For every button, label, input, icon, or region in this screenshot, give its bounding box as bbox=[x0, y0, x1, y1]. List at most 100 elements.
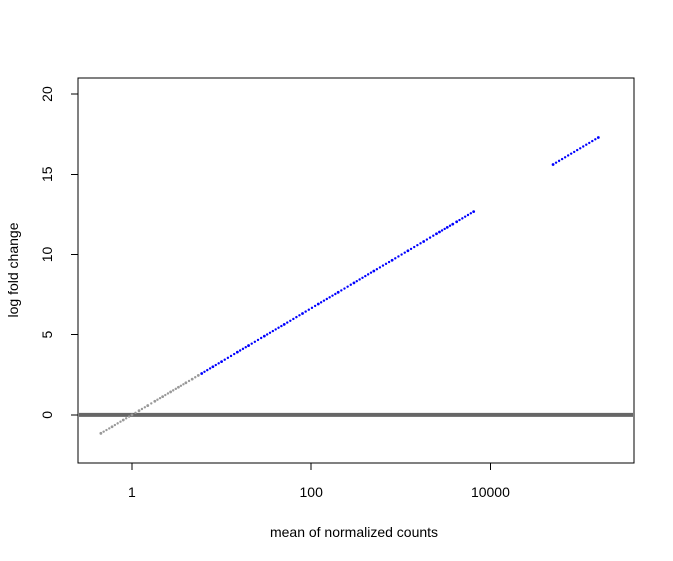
data-point bbox=[113, 423, 117, 427]
data-point bbox=[203, 370, 206, 374]
data-point bbox=[355, 279, 358, 283]
data-point bbox=[172, 389, 175, 392]
data-point bbox=[435, 232, 438, 236]
y-tick-label: 5 bbox=[39, 331, 55, 339]
data-point bbox=[463, 215, 467, 218]
data-point bbox=[190, 377, 194, 381]
data-point bbox=[179, 384, 183, 387]
data-point bbox=[369, 271, 373, 274]
data-point bbox=[340, 289, 343, 292]
data-point bbox=[572, 150, 576, 154]
data-point bbox=[461, 217, 464, 220]
data-point bbox=[364, 274, 367, 278]
data-point bbox=[394, 257, 397, 260]
data-point bbox=[566, 154, 570, 157]
data-point bbox=[247, 344, 250, 347]
data-point bbox=[196, 374, 200, 377]
data-point bbox=[304, 310, 307, 313]
x-axis-title: mean of normalized counts bbox=[270, 524, 438, 540]
data-point bbox=[438, 230, 441, 234]
data-point bbox=[194, 376, 197, 379]
data-point bbox=[358, 278, 361, 281]
data-point bbox=[217, 362, 220, 365]
data-point bbox=[563, 156, 567, 159]
data-point bbox=[557, 159, 561, 163]
data-point bbox=[158, 396, 162, 400]
data-point bbox=[226, 356, 230, 360]
data-point bbox=[322, 299, 326, 302]
data-point bbox=[127, 415, 131, 418]
data-point bbox=[187, 379, 191, 383]
plot-frame bbox=[77, 77, 635, 464]
data-point bbox=[588, 141, 591, 145]
data-point bbox=[137, 409, 141, 413]
data-point bbox=[229, 354, 233, 358]
data-point bbox=[469, 212, 473, 215]
data-point bbox=[428, 236, 432, 239]
data-point bbox=[591, 139, 594, 143]
data-point bbox=[156, 398, 159, 401]
data-point bbox=[150, 402, 153, 405]
data-point bbox=[455, 220, 459, 224]
data-point bbox=[174, 387, 178, 391]
data-point bbox=[116, 422, 119, 425]
data-point bbox=[289, 319, 292, 322]
data-point bbox=[328, 296, 331, 299]
data-point bbox=[325, 297, 329, 301]
data-point bbox=[301, 312, 304, 315]
data-point bbox=[295, 315, 298, 319]
data-point bbox=[366, 273, 370, 276]
data-point bbox=[316, 302, 320, 306]
data-point bbox=[419, 242, 422, 245]
data-point bbox=[184, 381, 188, 385]
data-point bbox=[143, 406, 147, 409]
data-point bbox=[336, 290, 340, 294]
data-point bbox=[397, 255, 400, 258]
data-point bbox=[390, 258, 394, 262]
data-point bbox=[569, 152, 573, 155]
data-point bbox=[164, 393, 167, 397]
data-point bbox=[334, 292, 337, 296]
data-point bbox=[416, 243, 419, 247]
data-point bbox=[232, 352, 236, 356]
data-point bbox=[378, 266, 382, 269]
data-point bbox=[409, 247, 413, 251]
data-point bbox=[235, 350, 239, 354]
data-point bbox=[352, 281, 356, 285]
data-point bbox=[384, 262, 388, 266]
data-point bbox=[458, 218, 461, 222]
data-point bbox=[161, 395, 165, 398]
data-point bbox=[594, 138, 597, 141]
data-point bbox=[307, 308, 311, 311]
data-point bbox=[451, 222, 455, 226]
data-point bbox=[466, 213, 470, 217]
y-tick-label: 15 bbox=[39, 166, 55, 182]
data-point bbox=[259, 336, 263, 340]
data-point bbox=[124, 417, 128, 420]
data-point bbox=[262, 334, 266, 338]
x-tick-label: 100 bbox=[300, 484, 324, 500]
data-point bbox=[99, 431, 103, 435]
data-point bbox=[108, 427, 111, 430]
data-point bbox=[241, 347, 245, 351]
data-point bbox=[265, 333, 269, 336]
data-point bbox=[214, 363, 217, 367]
x-tick-label: 1 bbox=[128, 484, 136, 500]
data-point bbox=[238, 349, 242, 352]
data-point bbox=[177, 385, 180, 389]
data-point bbox=[425, 238, 429, 241]
data-point bbox=[413, 245, 416, 249]
data-point bbox=[268, 331, 272, 334]
y-tick-label: 20 bbox=[39, 86, 55, 102]
data-point bbox=[105, 428, 108, 432]
data-point bbox=[206, 368, 209, 372]
data-point bbox=[223, 358, 226, 361]
data-point bbox=[551, 163, 555, 166]
data-point bbox=[440, 229, 444, 232]
data-point bbox=[579, 147, 582, 150]
data-point bbox=[286, 321, 289, 324]
data-point bbox=[200, 372, 204, 375]
data-point bbox=[349, 283, 352, 286]
data-point bbox=[445, 225, 449, 229]
